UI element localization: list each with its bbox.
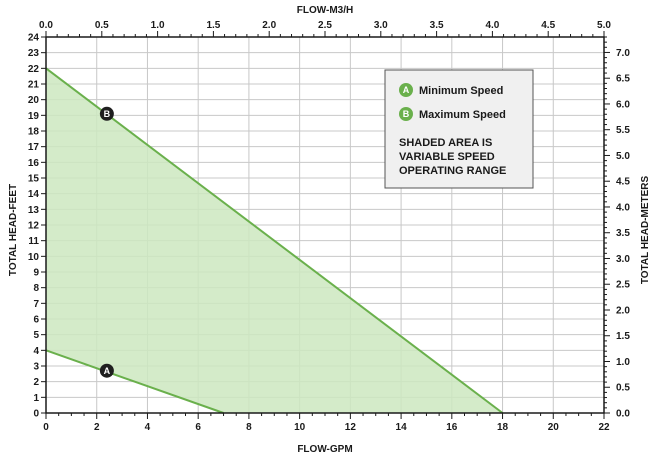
- left-tick-label: 14: [28, 189, 40, 200]
- left-tick-label: 15: [28, 174, 40, 185]
- left-tick-label: 11: [28, 236, 39, 247]
- top-tick-label: 1.5: [206, 20, 220, 31]
- right-tick-label: 1.0: [616, 357, 630, 368]
- top-tick-label: 2.5: [318, 20, 332, 31]
- right-tick-label: 4.5: [616, 177, 630, 188]
- left-tick-label: 12: [28, 221, 40, 232]
- right-tick-label: 3.5: [616, 228, 630, 239]
- bottom-tick-label: 12: [345, 422, 357, 433]
- bottom-tick-label: 16: [446, 422, 458, 433]
- bottom-tick-label: 20: [548, 422, 560, 433]
- left-tick-label: 10: [28, 252, 40, 263]
- right-axis-ticks: 0.0 0.5 1.0 1.5 2.0 2.5 3.0 3.5 4.0 4.5 5.0 5.5 6.0 6…: [604, 36, 630, 420]
- top-tick-label: 4.0: [485, 20, 499, 31]
- left-tick-label: 2: [33, 377, 39, 388]
- right-tick-label: 5.0: [616, 151, 630, 162]
- series-line-maximum-speed: [45, 67, 504, 414]
- right-axis-title: TOTAL HEAD-METERS: [640, 176, 651, 285]
- left-tick-label: 5: [33, 330, 39, 341]
- top-tick-label: 3.0: [374, 20, 388, 31]
- left-tick-label: 3: [33, 362, 39, 373]
- left-tick-label: 20: [28, 95, 40, 106]
- bottom-tick-label: 6: [195, 422, 201, 433]
- bottom-tick-label: 0: [43, 422, 49, 433]
- top-axis-ticks: 0.0 0.5 1.0 1.5 2.0 2.5 3.0 3.5 4.0 4.5 5.0: [39, 20, 611, 37]
- top-tick-label: 0.5: [95, 20, 109, 31]
- marker-b-circle: [99, 106, 114, 121]
- top-tick-label: 3.5: [430, 20, 444, 31]
- legend-a-label: Minimum Speed: [419, 85, 503, 97]
- marker-a-circle: [99, 363, 114, 378]
- bottom-axis-title: FLOW-GPM: [297, 444, 352, 455]
- right-tick-label: 7.0: [616, 48, 630, 59]
- right-tick-label: 5.5: [616, 125, 630, 136]
- right-tick-label: 2.0: [616, 305, 630, 316]
- left-tick-label: 16: [28, 158, 40, 169]
- top-tick-label: 1.0: [151, 20, 165, 31]
- marker-b-label: B: [104, 109, 111, 119]
- legend-a-circle: [399, 83, 413, 97]
- left-axis-title: TOTAL HEAD-FEET: [8, 184, 19, 276]
- top-tick-label: 4.5: [541, 20, 555, 31]
- bottom-tick-label: 14: [396, 422, 408, 433]
- shaded-note-line-2: VARIABLE SPEED: [399, 151, 495, 163]
- left-tick-label: 13: [28, 205, 40, 216]
- left-tick-label: 1: [33, 393, 39, 404]
- right-tick-label: 1.5: [616, 331, 630, 342]
- right-tick-label: 0.5: [616, 383, 630, 394]
- shaded-note-line-1: SHADED AREA IS: [399, 137, 492, 149]
- legend-b-label: Maximum Speed: [419, 109, 506, 121]
- right-tick-label: 6.5: [616, 74, 630, 85]
- top-axis-title: FLOW-M3/H: [297, 5, 353, 16]
- legend-a-letter: A: [403, 85, 410, 95]
- left-tick-label: 6: [33, 315, 39, 326]
- top-tick-label: 5.0: [597, 20, 611, 31]
- bottom-tick-label: 18: [497, 422, 509, 433]
- left-tick-label: 19: [28, 111, 40, 122]
- left-tick-label: 18: [28, 127, 40, 138]
- bottom-tick-label: 22: [598, 422, 610, 433]
- left-tick-label: 24: [28, 33, 40, 44]
- left-tick-label: 7: [33, 299, 39, 310]
- bottom-axis-ticks: 0 2 4 6 8 10 12 14 16 18 20 22: [43, 413, 610, 433]
- left-tick-label: 22: [28, 64, 40, 75]
- top-tick-label: 0.0: [39, 20, 53, 31]
- bottom-tick-label: 4: [145, 422, 151, 433]
- bottom-tick-label: 2: [94, 422, 100, 433]
- right-tick-label: 0.0: [616, 409, 630, 420]
- left-tick-label: 17: [28, 142, 40, 153]
- shaded-note-line-3: OPERATING RANGE: [399, 165, 506, 177]
- legend-b-circle: [399, 107, 413, 121]
- top-tick-label: 2.0: [262, 20, 276, 31]
- right-tick-label: 2.5: [616, 280, 630, 291]
- left-tick-label: 8: [33, 283, 39, 294]
- right-tick-label: 6.0: [616, 99, 630, 110]
- marker-b: B: [99, 106, 114, 121]
- left-tick-label: 21: [28, 80, 40, 91]
- marker-a: A: [99, 363, 114, 378]
- left-tick-label: 23: [28, 48, 40, 59]
- legend: A Minimum Speed B Maximum Speed SHADED A…: [384, 69, 534, 189]
- series-line-minimum-speed: [45, 349, 224, 414]
- left-tick-label: 9: [33, 268, 39, 279]
- left-tick-label: 4: [33, 346, 39, 357]
- bottom-tick-label: 8: [246, 422, 252, 433]
- marker-a-label: A: [104, 366, 111, 376]
- right-tick-label: 4.0: [616, 202, 630, 213]
- left-tick-label: 0: [33, 409, 39, 420]
- legend-b-letter: B: [403, 109, 410, 119]
- right-tick-label: 3.0: [616, 254, 630, 265]
- bottom-tick-label: 10: [294, 422, 306, 433]
